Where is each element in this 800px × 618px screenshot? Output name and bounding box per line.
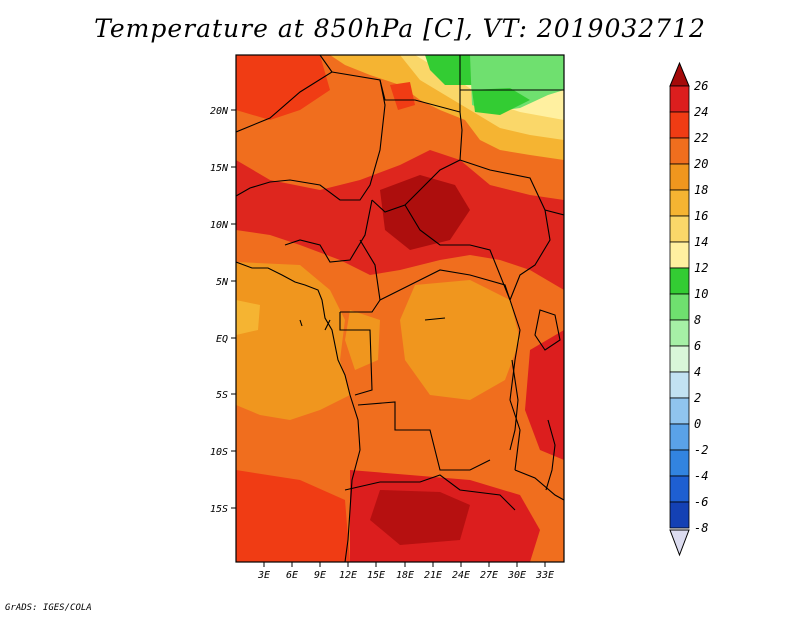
field-green-3	[472, 88, 530, 115]
island-bioko	[324, 319, 331, 331]
island-sao-tome	[299, 319, 303, 327]
border-cameroon	[284, 199, 373, 263]
field-green-1	[425, 55, 475, 85]
lon-label-27e: 27E	[480, 570, 498, 581]
triangle-down-icon	[669, 529, 690, 557]
colorbar-label: 4	[694, 365, 701, 379]
lake-malawi	[545, 419, 556, 491]
lon-label-18e: 18E	[396, 570, 414, 581]
colorbar-label: -4	[694, 469, 708, 483]
field-southwest	[236, 470, 350, 562]
field-south-hot	[370, 490, 470, 545]
colorbar-box	[669, 475, 690, 503]
colorbar-label: 8	[694, 313, 701, 327]
lon-label-3e: 3E	[257, 570, 270, 581]
lon-label-15e: 15E	[367, 570, 385, 581]
border-sudan	[459, 159, 564, 216]
colorbar-label: 18	[694, 183, 708, 197]
colorbar-box	[669, 293, 690, 321]
border-niger	[236, 71, 386, 201]
map-title: Temperature at 850hPa [C], VT: 201903271…	[94, 14, 706, 43]
lon-label-12e: 12E	[339, 570, 357, 581]
colorbar-box	[669, 345, 690, 373]
field-ocean-cool	[236, 262, 350, 420]
border-angola-south	[344, 474, 516, 511]
colorbar-box	[669, 215, 690, 243]
colorbar-box	[669, 189, 690, 217]
latitude-axis: 20N 15N 10N 5N EQ 5S 10S 15S	[210, 106, 236, 515]
lake-victoria	[534, 309, 561, 351]
field-north-west-warm	[236, 55, 330, 120]
lat-label-15s: 15S	[210, 504, 228, 515]
colorbar-box	[669, 371, 690, 399]
colorbar-label: 26	[694, 79, 708, 93]
border-angola-drc	[357, 401, 491, 471]
colorbar-label: 2	[694, 391, 701, 405]
west-coastline	[236, 261, 361, 562]
border-car-south	[404, 204, 511, 301]
colorbar-label: 16	[694, 209, 708, 223]
colorbar-box	[669, 137, 690, 165]
field-hot-core	[380, 175, 470, 250]
lat-label-5n: 5N	[216, 277, 229, 288]
lat-label-15n: 15N	[210, 163, 229, 174]
lat-label-10n: 10N	[210, 220, 229, 231]
colorbar-label: 22	[694, 131, 708, 145]
lon-label-30e: 30E	[507, 570, 526, 581]
longitude-axis: 3E 6E 9E 12E 15E 18E 21E 24E 27E 30E 33E	[257, 562, 554, 581]
colorbar-box	[669, 85, 690, 113]
field-ocean-cooler	[236, 300, 260, 335]
border-congo	[339, 312, 373, 396]
colorbar-label: 14	[694, 235, 708, 249]
colorbar-box	[669, 423, 690, 451]
field-chad-pocket	[390, 82, 415, 110]
colorbar-label: 0	[694, 417, 701, 431]
border-drc-east	[509, 299, 521, 471]
colorbar-label: -2	[694, 443, 708, 457]
colorbar-label: -8	[694, 521, 708, 535]
colorbar-box	[669, 449, 690, 477]
borders	[236, 55, 564, 562]
lat-label-5s: 5S	[216, 390, 228, 401]
lon-label-21e: 21E	[424, 570, 442, 581]
lat-label-20n: 20N	[210, 106, 229, 117]
field-east-warm	[525, 330, 564, 460]
lat-label-eq: EQ	[216, 334, 228, 345]
colorbar-box	[669, 397, 690, 425]
colorbar-box	[669, 319, 690, 347]
colorbar-label: 24	[694, 105, 708, 119]
colorbar-box	[669, 501, 690, 529]
lake-tanganyika	[509, 359, 519, 451]
triangle-up-icon	[669, 61, 690, 87]
grads-credit: GrADS: IGES/COLA	[5, 603, 92, 613]
map-frame	[235, 54, 565, 563]
colorbar-label: 6	[694, 339, 701, 353]
temperature-field	[236, 55, 564, 562]
colorbar-box	[669, 267, 690, 295]
colorbar-label: 12	[694, 261, 708, 275]
colorbar-label: -6	[694, 495, 708, 509]
border-south-sudan	[509, 209, 551, 301]
lat-label-10s: 10S	[210, 447, 228, 458]
river-congo	[424, 317, 446, 321]
lon-label-24e: 24E	[452, 570, 470, 581]
field-congo-cool	[400, 280, 520, 400]
colorbar-box	[669, 163, 690, 191]
colorbar-box	[669, 111, 690, 139]
colorbar-label: 20	[694, 157, 708, 171]
border-drc-north	[379, 269, 511, 301]
lon-label-9e: 9E	[314, 570, 326, 581]
lon-label-6e: 6E	[286, 570, 298, 581]
border-nw	[236, 55, 333, 133]
colorbar-box	[669, 241, 690, 269]
border-zambia	[514, 469, 564, 501]
colorbar-label: 10	[694, 287, 708, 301]
lon-label-33e: 33E	[535, 570, 554, 581]
